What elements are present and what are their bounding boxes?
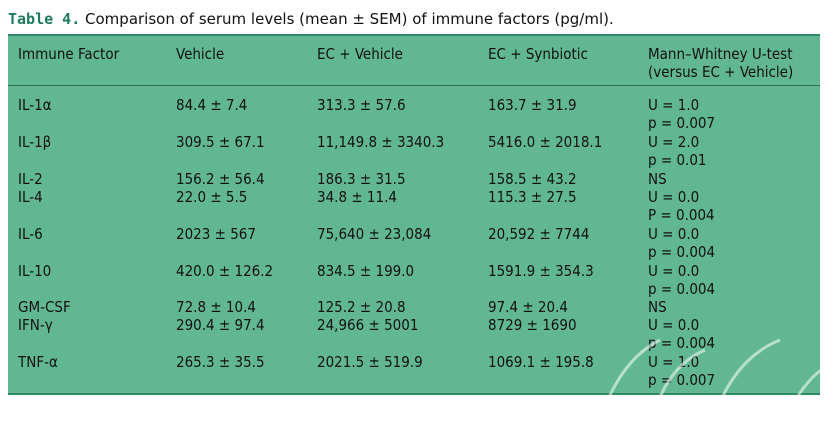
cell-mw-p: p = 0.007 bbox=[648, 114, 716, 132]
cell-factor: IL-4 bbox=[18, 188, 43, 206]
cell-ec-vehicle: 2021.5 ± 519.9 bbox=[317, 353, 423, 371]
cell-ec-synbiotic: 115.3 ± 27.5 bbox=[488, 188, 577, 206]
cell-ec-synbiotic: 8729 ± 1690 bbox=[488, 316, 577, 334]
cell-ec-synbiotic: 5416.0 ± 2018.1 bbox=[488, 133, 603, 151]
cell-factor: IL-2 bbox=[18, 170, 43, 188]
cell-ec-synbiotic: 20,592 ± 7744 bbox=[488, 225, 590, 243]
header-ec-synbiotic: EC + Synbiotic bbox=[488, 45, 588, 63]
cell-vehicle: 2023 ± 567 bbox=[176, 225, 256, 243]
cell-factor: IL-6 bbox=[18, 225, 43, 243]
header-mann-whitney: Mann–Whitney U-test bbox=[648, 45, 793, 63]
cell-vehicle: 72.8 ± 10.4 bbox=[176, 298, 256, 316]
cell-factor: IFN-γ bbox=[18, 316, 53, 334]
cell-mw-u: U = 1.0 bbox=[648, 353, 700, 371]
cell-vehicle: 156.2 ± 56.4 bbox=[176, 170, 265, 188]
cell-mw-u: NS bbox=[648, 298, 667, 316]
cell-vehicle: 265.3 ± 35.5 bbox=[176, 353, 265, 371]
cell-vehicle: 420.0 ± 126.2 bbox=[176, 262, 274, 280]
cell-mw-u: U = 1.0 bbox=[648, 96, 700, 114]
cell-factor: GM-CSF bbox=[18, 298, 71, 316]
cell-factor: IL-1β bbox=[18, 133, 52, 151]
cell-ec-vehicle: 24,966 ± 5001 bbox=[317, 316, 419, 334]
cell-ec-synbiotic: 158.5 ± 43.2 bbox=[488, 170, 577, 188]
cell-ec-synbiotic: 1069.1 ± 195.8 bbox=[488, 353, 594, 371]
cell-mw-p: p = 0.01 bbox=[648, 151, 707, 169]
cell-factor: TNF-α bbox=[18, 353, 58, 371]
cell-ec-vehicle: 34.8 ± 11.4 bbox=[317, 188, 397, 206]
cell-ec-vehicle: 75,640 ± 23,084 bbox=[317, 225, 432, 243]
cell-ec-vehicle: 313.3 ± 57.6 bbox=[317, 96, 406, 114]
header-vehicle: Vehicle bbox=[176, 45, 225, 63]
cell-mw-p: p = 0.004 bbox=[648, 334, 716, 352]
header-divider bbox=[8, 85, 820, 86]
cell-mw-u: U = 0.0 bbox=[648, 262, 700, 280]
table-label: Table 4. bbox=[8, 10, 81, 28]
immune-factor-table: Immune Factor Vehicle EC + Vehicle EC + … bbox=[8, 34, 820, 395]
table-title: Comparison of serum levels (mean ± SEM) … bbox=[85, 10, 614, 28]
header-ec-vehicle: EC + Vehicle bbox=[317, 45, 403, 63]
cell-factor: IL-10 bbox=[18, 262, 52, 280]
cell-vehicle: 22.0 ± 5.5 bbox=[176, 188, 248, 206]
cell-mw-u: NS bbox=[648, 170, 667, 188]
cell-ec-vehicle: 186.3 ± 31.5 bbox=[317, 170, 406, 188]
cell-ec-synbiotic: 1591.9 ± 354.3 bbox=[488, 262, 594, 280]
cell-mw-u: U = 0.0 bbox=[648, 225, 700, 243]
cell-mw-p: P = 0.004 bbox=[648, 206, 715, 224]
cell-mw-p: p = 0.004 bbox=[648, 280, 716, 298]
cell-ec-synbiotic: 97.4 ± 20.4 bbox=[488, 298, 568, 316]
cell-ec-vehicle: 11,149.8 ± 3340.3 bbox=[317, 133, 445, 151]
header-mann-whitney-sub: (versus EC + Vehicle) bbox=[648, 63, 794, 81]
table-caption: Table 4. Comparison of serum levels (mea… bbox=[8, 9, 820, 29]
cell-vehicle: 84.4 ± 7.4 bbox=[176, 96, 248, 114]
cell-mw-u: U = 2.0 bbox=[648, 133, 700, 151]
cell-mw-p: p = 0.004 bbox=[648, 243, 716, 261]
cell-mw-p: p = 0.007 bbox=[648, 371, 716, 389]
cell-vehicle: 290.4 ± 97.4 bbox=[176, 316, 265, 334]
cell-mw-u: U = 0.0 bbox=[648, 316, 700, 334]
cell-vehicle: 309.5 ± 67.1 bbox=[176, 133, 265, 151]
header-immune-factor: Immune Factor bbox=[18, 45, 120, 63]
cell-factor: IL-1α bbox=[18, 96, 52, 114]
cell-ec-synbiotic: 163.7 ± 31.9 bbox=[488, 96, 577, 114]
cell-ec-vehicle: 834.5 ± 199.0 bbox=[317, 262, 415, 280]
cell-ec-vehicle: 125.2 ± 20.8 bbox=[317, 298, 406, 316]
cell-mw-u: U = 0.0 bbox=[648, 188, 700, 206]
